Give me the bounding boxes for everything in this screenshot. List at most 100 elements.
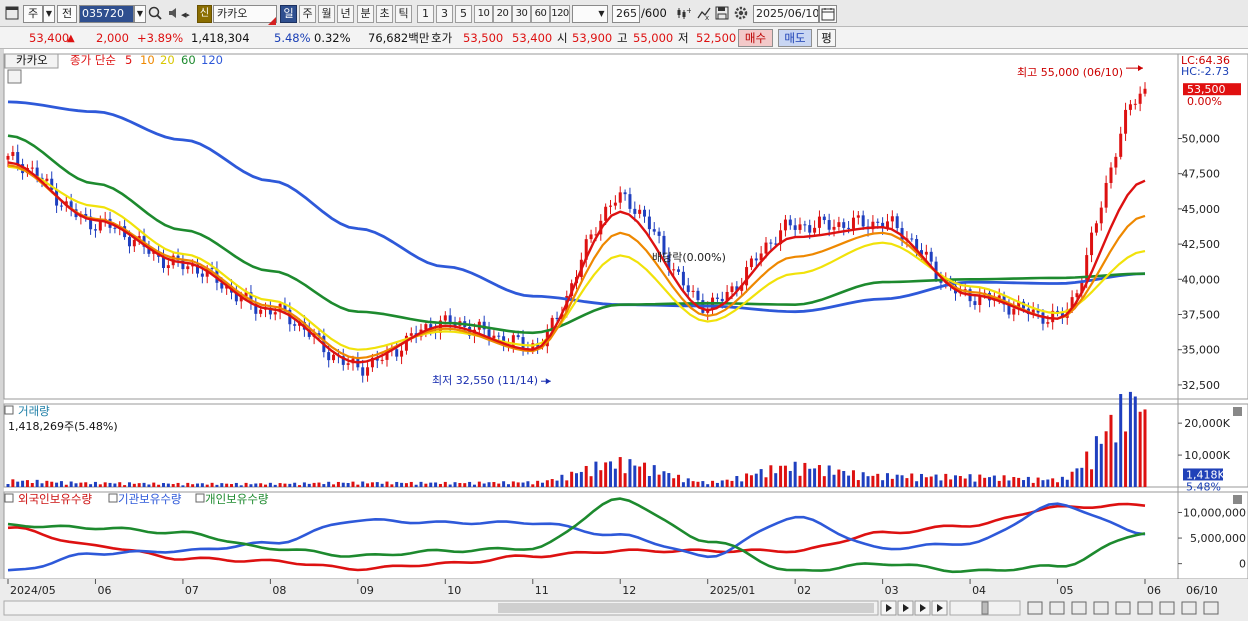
volume-bar — [677, 474, 681, 487]
volume-bar — [502, 481, 506, 487]
price-candle — [84, 213, 88, 217]
chevron-down-icon[interactable]: ▼ — [43, 5, 55, 23]
data-count-input[interactable]: 265 — [612, 5, 640, 23]
indicator-icon[interactable]: + — [675, 5, 693, 23]
period-type-select[interactable]: 주 — [23, 5, 43, 23]
window-icon[interactable] — [4, 5, 22, 23]
price-candle — [127, 237, 131, 247]
chevron-down-icon[interactable]: ▼ — [134, 5, 146, 23]
tab-interval-1[interactable]: 1 — [417, 5, 434, 23]
tab-period-week[interactable]: 주 — [299, 5, 316, 23]
volume-bar — [711, 480, 715, 487]
volume-bar — [351, 481, 355, 487]
scrollbar-thumb[interactable] — [498, 603, 874, 613]
chart-area[interactable]: 32,500 35,000 37,500 40,000 42,500 45,000 47,5… — [0, 49, 1248, 621]
volume-bar — [268, 482, 272, 487]
price-candle — [715, 297, 719, 299]
volume-bar — [429, 482, 433, 487]
tab-period-minute[interactable]: 분 — [357, 5, 374, 23]
settings-icon[interactable] — [1093, 601, 1109, 615]
chart-icon[interactable] — [1137, 601, 1153, 615]
price-candle — [647, 216, 651, 230]
speaker-icon[interactable]: ◀▸ — [166, 5, 192, 23]
sell-button[interactable]: 매도 — [778, 29, 812, 47]
price-axis-label: 45,000 — [1182, 203, 1221, 216]
zoom-slider-handle[interactable] — [981, 601, 989, 615]
tab-interval-20[interactable]: 20 — [493, 5, 512, 23]
volume-bar — [191, 484, 195, 487]
evaluate-button[interactable]: 평 — [817, 29, 836, 47]
price-panel[interactable] — [3, 53, 1248, 400]
copy-icon[interactable] — [1049, 601, 1065, 615]
window-icon[interactable] — [1115, 601, 1131, 615]
tab-period-second[interactable]: 초 — [376, 5, 393, 23]
price-candle — [11, 152, 15, 156]
volume-bar — [983, 477, 987, 487]
volume-bar — [1094, 436, 1098, 487]
save-icon[interactable] — [714, 5, 732, 23]
panel-close-icon[interactable] — [1233, 407, 1242, 416]
price-candle — [681, 271, 685, 286]
ma-line-5 — [7, 161, 1146, 364]
volume-bar — [749, 475, 753, 487]
ma-line-60 — [7, 134, 1146, 335]
tab-period-tick[interactable]: 틱 — [395, 5, 412, 23]
x-axis-label: 06 — [97, 584, 111, 597]
price-candle — [730, 286, 734, 292]
price-candle — [225, 285, 229, 289]
volume-bar — [1056, 482, 1060, 487]
volume-bar — [302, 482, 306, 487]
tab-interval-30[interactable]: 30 — [512, 5, 531, 23]
gear-icon[interactable] — [733, 5, 751, 23]
price-candle — [1104, 182, 1108, 208]
volume-bar — [123, 485, 127, 487]
price-candle — [1031, 309, 1035, 315]
x-axis-label: 08 — [272, 584, 286, 597]
volume-bar — [1104, 431, 1108, 487]
chevron-down-icon[interactable]: ▼ — [596, 5, 608, 23]
tab-interval-60[interactable]: 60 — [531, 5, 550, 23]
volume-bar — [215, 484, 219, 487]
legend-foreign-holdings: 외국인보유수량 — [18, 492, 92, 506]
volume-bar — [706, 484, 710, 487]
tab-interval-10[interactable]: 10 — [474, 5, 493, 23]
market-type-select[interactable]: 전 — [57, 5, 77, 23]
tab-period-day[interactable]: 일 — [280, 5, 297, 23]
layout-icon[interactable] — [1071, 601, 1087, 615]
volume-bar — [788, 470, 792, 487]
volume-bar — [822, 476, 826, 487]
buy-button[interactable]: 매수 — [738, 29, 773, 47]
zoom-in-icon[interactable] — [1181, 601, 1197, 615]
tab-period-year[interactable]: 년 — [337, 5, 354, 23]
calendar-icon[interactable] — [819, 5, 837, 23]
tab-interval-120[interactable]: 120 — [550, 5, 570, 23]
zoom-out-icon[interactable] — [1159, 601, 1175, 615]
text-icon[interactable] — [1203, 601, 1219, 615]
price-candle — [327, 352, 331, 361]
grid-toggle-icon[interactable] — [7, 69, 22, 84]
volume-bar — [1026, 476, 1030, 487]
volume-bar — [25, 480, 29, 487]
tab-interval-5[interactable]: 5 — [455, 5, 472, 23]
stock-name-field[interactable]: 카카오 — [213, 5, 277, 23]
volume-bar — [740, 481, 744, 487]
price-candle — [273, 312, 277, 315]
stock-code-input[interactable]: 035720 — [79, 5, 134, 23]
price-candle — [929, 251, 933, 262]
compare-icon[interactable] — [1027, 601, 1043, 615]
tab-period-month[interactable]: 월 — [318, 5, 335, 23]
price-candle — [881, 222, 885, 228]
volume-bar — [35, 479, 39, 487]
volume-panel[interactable] — [3, 403, 1248, 488]
stop-icon-glyph — [920, 604, 926, 612]
holdings-panel-marker-icon — [4, 493, 14, 503]
tab-interval-3[interactable]: 3 — [436, 5, 453, 23]
date-input[interactable]: 2025/06/10 — [753, 5, 819, 23]
trendline-icon[interactable]: x — [696, 5, 714, 23]
search-icon[interactable] — [147, 5, 165, 23]
volume-bar — [735, 476, 739, 487]
volume-bar — [715, 482, 719, 487]
volume-bar — [458, 482, 462, 487]
panel-close-icon[interactable] — [1233, 495, 1242, 504]
price-candle — [1046, 322, 1050, 324]
